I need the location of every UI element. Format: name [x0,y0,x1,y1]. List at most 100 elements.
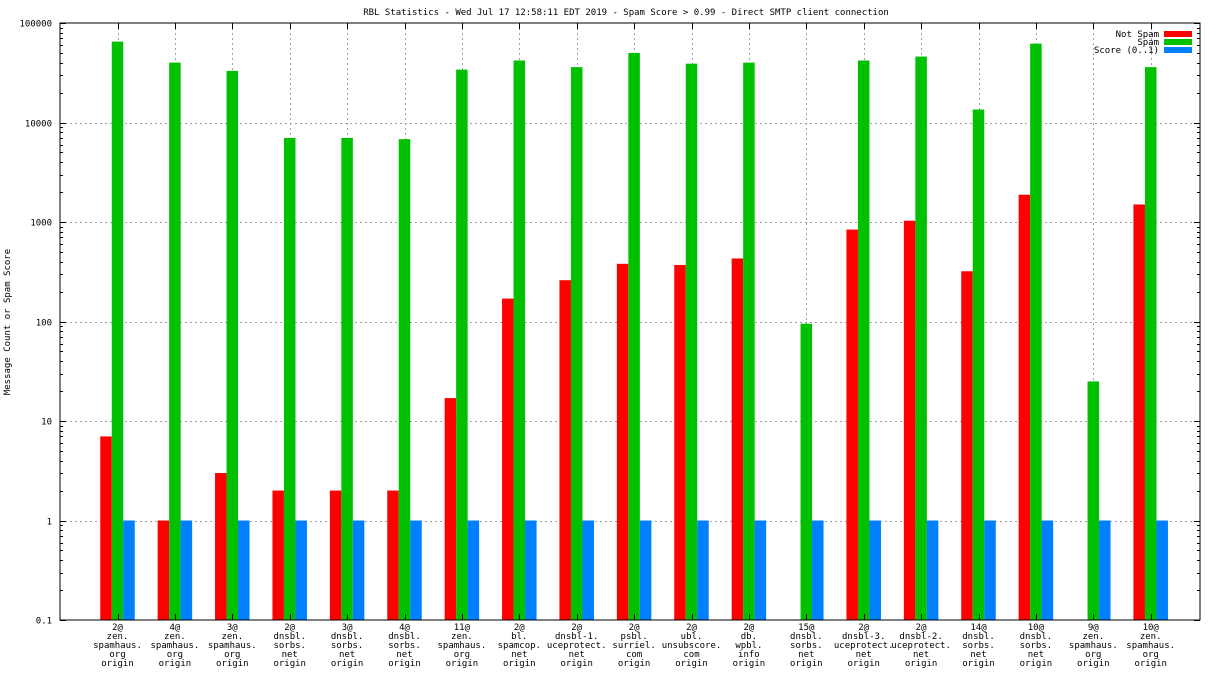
legend-swatch [1164,47,1192,53]
bar-spam [111,41,124,621]
bar-not-spam [502,298,514,620]
x-tick-label-line: 2@ [284,623,295,633]
legend-label: Spam [1137,38,1159,48]
x-tick-label-line: 3@ [342,623,353,633]
bar-spam [226,70,239,620]
bar-not-spam [616,263,629,620]
x-tick-label-line: com [626,650,642,660]
x-tick-label-line: psbl. [621,632,648,642]
bar-score-0-1 [352,520,365,620]
x-tick-label-line: 11@ [454,623,471,633]
bar-score-0-1 [123,520,135,620]
x-tick-label-line: 2@ [571,623,582,633]
x-tick-label-line: origin [905,659,938,669]
bar-spam [513,60,526,621]
bar-not-spam [100,436,112,620]
x-tick-label-line: sorbs. [388,641,421,651]
y-tick-label: 1000 [30,219,52,229]
x-tick-label: 14@ dnsbl. sorbs. net origin [962,623,995,669]
x-tick-label-line: org [1143,650,1159,660]
x-tick-label-line: sorbs. [1020,641,1053,651]
x-tick-label-line: net [1028,650,1044,660]
x-tick-label: 2@ bl. spamcop. net origin [498,623,541,669]
x-tick-label-line: sorbs. [790,641,823,651]
x-tick-label-line: 2@ [686,623,697,633]
x-tick-label-line: 2@ [629,623,640,633]
x-tick-label: 15@ dnsbl. sorbs. net origin [790,623,823,669]
x-tick-label-line: net [511,650,527,660]
x-tick-label-line: net [970,650,986,660]
bar-not-spam [559,280,571,620]
x-tick-label-line: net [339,650,355,660]
x-tick-label-line: origin [560,659,593,669]
x-tick-label-line: uceprotect. [834,641,894,651]
y-tick-label: 100000 [19,20,52,30]
x-tick-label-line: origin [618,659,651,669]
x-tick-label: 2@ ubl. unsubscore. com origin [662,623,722,669]
x-tick-label-line: zen. [221,632,243,642]
bar-score-0-1 [180,520,193,620]
x-tick-label-line: uceprotect. [547,641,607,651]
bar-spam [915,56,927,621]
bar-score-0-1 [582,520,594,620]
x-tick-label-line: sorbs. [273,641,306,651]
x-tick-label: 2@ dnsbl-1. uceprotect. net origin [547,623,607,669]
bar-not-spam [329,490,342,620]
x-tick-label-line: wpbl. [735,641,762,651]
x-tick-label-line: origin [273,659,306,669]
x-tick-label-line: sorbs. [331,641,364,651]
y-tick-label: 1 [47,518,52,528]
x-tick-label: 11@ zen. spamhaus. org origin [438,623,487,669]
x-tick-label: 3@ zen. spamhaus. org origin [208,623,257,669]
y-axis-label: Message Count or Spam Score [3,249,13,395]
x-tick-label-line: origin [1134,659,1167,669]
x-tick-label-line: org [167,650,183,660]
x-tick-label-line: org [109,650,125,660]
bar-not-spam [731,258,744,620]
x-tick-label-line: org [454,650,470,660]
x-tick-label-line: dnsbl. [331,632,364,642]
x-tick-label-line: origin [962,659,995,669]
x-tick-label-line: 10@ [1028,623,1045,633]
x-tick-label-line: origin [503,659,536,669]
bar-score-0-1 [1099,520,1111,620]
bar-spam [1087,381,1100,620]
legend-swatch [1164,39,1192,45]
x-tick-label-line: info [738,650,760,660]
bar-spam [283,137,296,620]
x-tick-label-line: origin [733,659,766,669]
x-tick-label-line: zen. [107,632,129,642]
y-tick-label: 10000 [25,120,52,130]
bar-not-spam [674,264,686,620]
x-tick-label-line: spamhaus. [1069,641,1118,651]
bar-score-0-1 [295,520,307,620]
bar-spam [628,52,640,620]
x-tick-label-line: origin [675,659,708,669]
x-tick-label-line: 14@ [970,623,987,633]
x-tick-label-line: org [224,650,240,660]
x-tick-label-line: net [913,650,929,660]
x-tick-label-line: net [856,650,872,660]
bar-not-spam [1018,194,1031,620]
x-tick-label-line: db. [741,632,757,642]
bar-score-0-1 [754,520,767,620]
x-tick-label-line: spamhaus. [438,641,487,651]
x-tick-label: 2@ dnsbl-2. uceprotect. net origin [891,623,951,669]
bar-not-spam [387,490,399,620]
x-tick-label-line: origin [847,659,880,669]
bar-spam [743,62,755,621]
bar-score-0-1 [812,520,824,620]
x-tick-label-line: 2@ [743,623,754,633]
x-tick-label-line: 2@ [858,623,869,633]
bar-score-0-1 [926,520,939,620]
x-tick-label: 10@ dnsbl. sorbs. net origin [1020,623,1053,669]
x-tick-label-line: origin [159,659,192,669]
bar-spam [800,323,813,620]
bar-not-spam [1133,204,1145,621]
x-tick-label-line: dnsbl. [388,632,421,642]
bar-spam [169,62,181,621]
x-tick-label-line: zen. [1140,632,1162,642]
legend-label: Not Spam [1116,30,1159,40]
